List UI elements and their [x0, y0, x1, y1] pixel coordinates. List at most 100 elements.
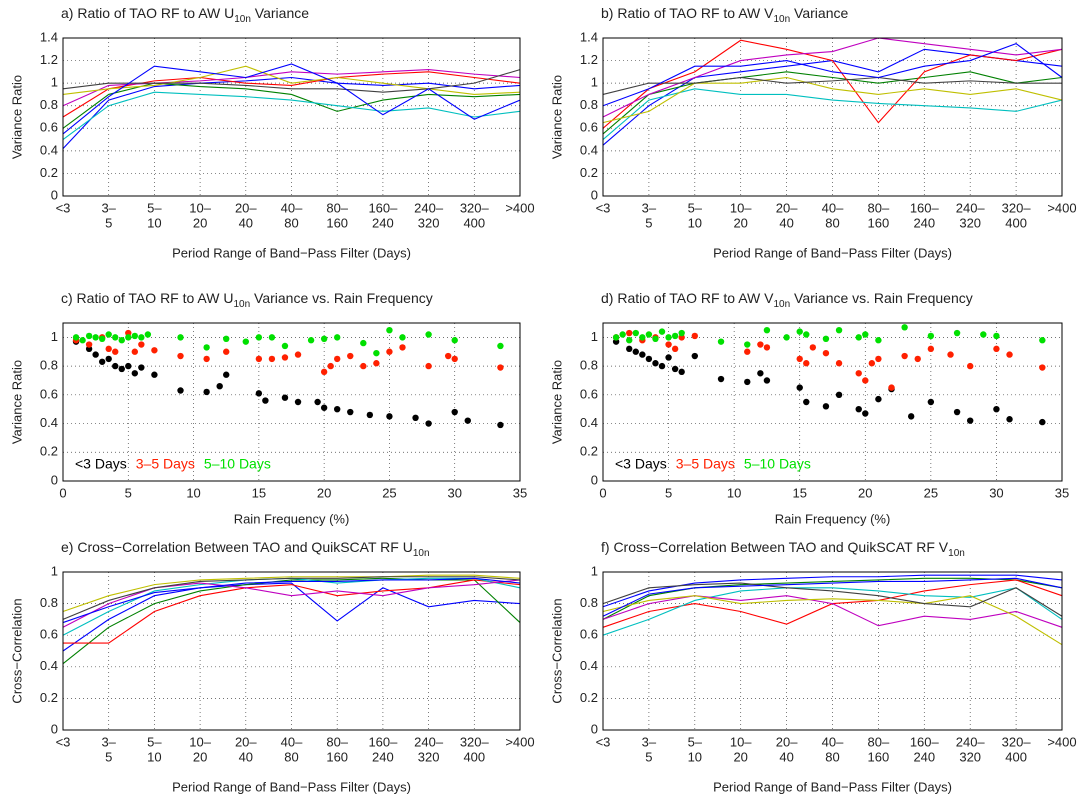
- x-tick-label: 40: [779, 215, 793, 230]
- x-tick-label: 80–: [868, 734, 890, 749]
- point: [138, 364, 145, 371]
- point: [691, 332, 698, 340]
- point: [412, 414, 419, 421]
- y-tick-label: 0: [51, 721, 58, 736]
- point: [347, 352, 354, 360]
- point: [868, 360, 876, 367]
- point: [85, 332, 93, 340]
- x-tick-label: <3: [56, 734, 71, 749]
- point: [875, 337, 882, 344]
- plot-frame: [602, 37, 1063, 197]
- panel: a) Ratio of TAO RF to AW U10n Variance 0 0…: [9, 5, 534, 261]
- point: [177, 352, 184, 360]
- point: [366, 411, 374, 419]
- point: [1039, 418, 1046, 426]
- x-axis-label: Rain Frequency (%): [234, 511, 350, 526]
- point: [691, 352, 698, 360]
- series-line: [602, 582, 1063, 617]
- y-tick-label: 0.4: [580, 415, 598, 430]
- x-tick-label: 10: [147, 749, 161, 764]
- point: [875, 355, 882, 363]
- x-tick-label: 20–: [235, 734, 257, 749]
- x-tick-label: 320–: [1002, 734, 1032, 749]
- point: [307, 337, 315, 344]
- x-tick-label: 10: [147, 215, 161, 230]
- point: [639, 334, 646, 341]
- point: [125, 334, 132, 341]
- point: [85, 341, 93, 348]
- point: [803, 360, 810, 367]
- point: [151, 347, 158, 354]
- title-part: 10n: [948, 548, 965, 559]
- y-axis-label: Variance Ratio: [549, 75, 564, 159]
- panel-title: f) Cross−Correlation Between TAO and Qui…: [601, 539, 965, 559]
- x-tick-label: 400: [1005, 749, 1027, 764]
- x-tick-label: 40–: [281, 734, 303, 749]
- plot-frame: [62, 571, 521, 731]
- point: [118, 337, 125, 344]
- title-part: f) Cross−Correlation Between TAO and Qui…: [601, 539, 949, 555]
- point: [294, 351, 302, 358]
- x-tick-label: 160–: [368, 200, 398, 215]
- x-tick-label: 160–: [910, 734, 940, 749]
- y-tick-label: 0.2: [40, 444, 58, 459]
- point: [334, 405, 341, 413]
- point: [444, 352, 452, 360]
- y-tick-label: 0.8: [580, 97, 598, 112]
- series-line: [62, 76, 521, 149]
- point: [993, 345, 1000, 353]
- point: [652, 360, 659, 367]
- point: [451, 337, 458, 344]
- point: [151, 371, 158, 378]
- x-tick-label: 20–: [776, 734, 798, 749]
- y-tick-label: 0.4: [40, 658, 58, 673]
- point: [497, 342, 504, 350]
- point: [717, 375, 725, 383]
- point: [112, 348, 119, 355]
- x-tick-label: 400: [463, 215, 485, 230]
- point: [645, 355, 653, 363]
- x-tick-label: 240: [372, 215, 394, 230]
- series-line: [602, 39, 1063, 129]
- point: [373, 349, 380, 357]
- x-tick-label: <3: [56, 200, 71, 215]
- x-tick-label: 240–: [414, 200, 444, 215]
- point: [98, 358, 106, 365]
- point: [203, 355, 210, 363]
- point: [855, 405, 862, 413]
- legend-entry: 5–10 Days: [744, 456, 811, 472]
- title-part: Variance vs. Rain Frequency: [250, 290, 433, 306]
- x-tick-label: 10: [186, 485, 200, 500]
- y-tick-label: 1.4: [40, 29, 58, 44]
- x-axis-label: Period Range of Band−Pass Filter (Days): [713, 245, 952, 260]
- point: [967, 417, 974, 424]
- x-tick-label: 40: [239, 215, 253, 230]
- point: [796, 384, 803, 391]
- point: [105, 355, 112, 363]
- point: [671, 345, 679, 353]
- x-tick-label: 30: [447, 485, 461, 500]
- point: [678, 368, 685, 376]
- point: [131, 348, 139, 355]
- x-tick-label: <3: [596, 734, 611, 749]
- y-tick-label: 1: [51, 75, 58, 90]
- point: [1039, 364, 1046, 371]
- point: [255, 355, 263, 363]
- series-line: [602, 587, 1063, 636]
- point: [281, 354, 289, 361]
- point: [901, 352, 908, 360]
- x-tick-label: 35: [1055, 485, 1069, 500]
- x-tick-label: 20: [733, 215, 747, 230]
- x-tick-label: 15: [792, 485, 806, 500]
- point: [497, 364, 504, 371]
- y-tick-label: 0.4: [40, 415, 58, 430]
- x-tick-label: 40: [239, 749, 253, 764]
- y-tick-label: 0: [591, 721, 598, 736]
- point: [255, 334, 263, 341]
- x-tick-label: 320–: [460, 200, 490, 215]
- x-tick-label: 40–: [281, 200, 303, 215]
- point: [138, 334, 145, 341]
- point: [855, 334, 862, 341]
- x-tick-label: 25: [924, 485, 938, 500]
- title-part: c) Ratio of TAO RF to AW U: [61, 290, 233, 306]
